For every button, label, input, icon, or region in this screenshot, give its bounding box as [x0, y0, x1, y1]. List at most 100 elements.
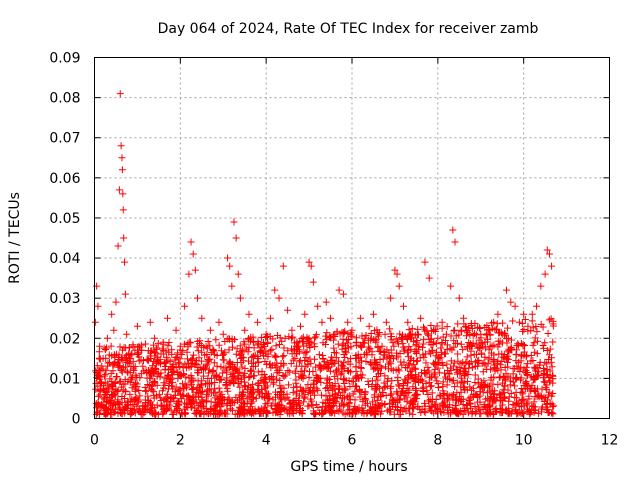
data-point-band [419, 384, 427, 392]
data-point-band [431, 360, 439, 368]
y-tick-label: 0.06 [49, 171, 80, 187]
data-point-band [388, 390, 396, 398]
data-point [335, 286, 343, 294]
x-tick-label: 0 [90, 433, 99, 449]
data-point-band [495, 374, 503, 382]
data-point-band [318, 406, 326, 414]
data-point-band [386, 325, 394, 333]
data-point [101, 370, 109, 378]
data-point-band [163, 393, 171, 401]
data-point-band [420, 325, 428, 333]
data-point-band [328, 402, 336, 410]
data-point-band [147, 347, 155, 355]
data-point [127, 362, 135, 370]
data-point-band [389, 366, 397, 374]
data-point-band [195, 369, 203, 377]
data-point-band [212, 403, 220, 411]
data-point-band [434, 353, 442, 361]
data-point-band [539, 341, 547, 349]
data-point-band [508, 407, 516, 415]
data-point-band [201, 351, 209, 359]
data-point-band [548, 409, 556, 417]
data-point-band [312, 331, 320, 339]
data-point-band [117, 366, 125, 374]
data-point-band [520, 348, 528, 356]
data-point-band [278, 396, 286, 404]
data-point-band [285, 333, 293, 341]
data-point-band [154, 339, 162, 347]
data-point-band [170, 394, 178, 402]
data-point-band [355, 386, 363, 394]
data-point [339, 290, 347, 298]
data-point-band [374, 366, 382, 374]
data-point-band [465, 396, 473, 404]
data-point-band [528, 317, 536, 325]
data-point-band [290, 384, 298, 392]
data-point-band [344, 367, 352, 375]
data-point-band [421, 402, 429, 410]
data-point-band [409, 356, 417, 364]
data-point-band [504, 386, 512, 394]
data-point-band [546, 345, 554, 353]
data-point-band [481, 353, 489, 361]
data-point [455, 294, 463, 302]
data-point-band [534, 337, 542, 345]
data-point-band [107, 390, 115, 398]
data-point-band [254, 368, 262, 376]
data-point-band [504, 324, 512, 332]
data-point-band [175, 387, 183, 395]
data-point-band [476, 325, 484, 333]
data-point-band [272, 342, 280, 350]
data-point [224, 254, 232, 262]
data-point-band [523, 371, 531, 379]
data-point-band [430, 371, 438, 379]
data-point-band [527, 351, 535, 359]
data-point-band [520, 409, 528, 417]
data-point [97, 378, 105, 386]
data-point [219, 330, 227, 338]
data-point-band [239, 408, 247, 416]
data-point-band [299, 386, 307, 394]
data-point-band [195, 354, 203, 362]
data-point-band [424, 363, 432, 371]
data-point-band [472, 391, 480, 399]
data-point-band [421, 350, 429, 358]
data-point-band [487, 393, 495, 401]
data-point-band [361, 388, 369, 396]
data-point-band [181, 399, 189, 407]
data-point-band [409, 410, 417, 418]
data-point-band [304, 336, 312, 344]
data-point-band [435, 355, 443, 363]
data-point-band [467, 347, 475, 355]
data-point-band [142, 387, 150, 395]
data-point-band [241, 364, 249, 372]
data-point-band [432, 340, 440, 348]
data-point-band [364, 377, 372, 385]
data-point-band [462, 401, 470, 409]
data-point-band [124, 401, 132, 409]
data-point-band [105, 383, 113, 391]
data-point-band [531, 406, 539, 414]
data-point-band [348, 408, 356, 416]
data-point-band [272, 353, 280, 361]
data-point-band [389, 338, 397, 346]
data-point-band [335, 357, 343, 365]
data-point-band [471, 378, 479, 386]
data-point [279, 262, 287, 270]
data-point-band [473, 398, 481, 406]
data-point-band [428, 347, 436, 355]
data-point [442, 330, 450, 338]
data-point-band [131, 379, 139, 387]
data-point [129, 342, 137, 350]
data-point-band [223, 374, 231, 382]
data-point-band [238, 363, 246, 371]
data-point-band [286, 368, 294, 376]
data-point [232, 234, 240, 242]
data-point-band [190, 351, 198, 359]
data-point-band [200, 410, 208, 418]
data-point-band [504, 352, 512, 360]
data-point-band [109, 381, 117, 389]
data-point-band [179, 391, 187, 399]
data-point-band [518, 396, 526, 404]
x-axis-title: GPS time / hours [290, 459, 407, 475]
